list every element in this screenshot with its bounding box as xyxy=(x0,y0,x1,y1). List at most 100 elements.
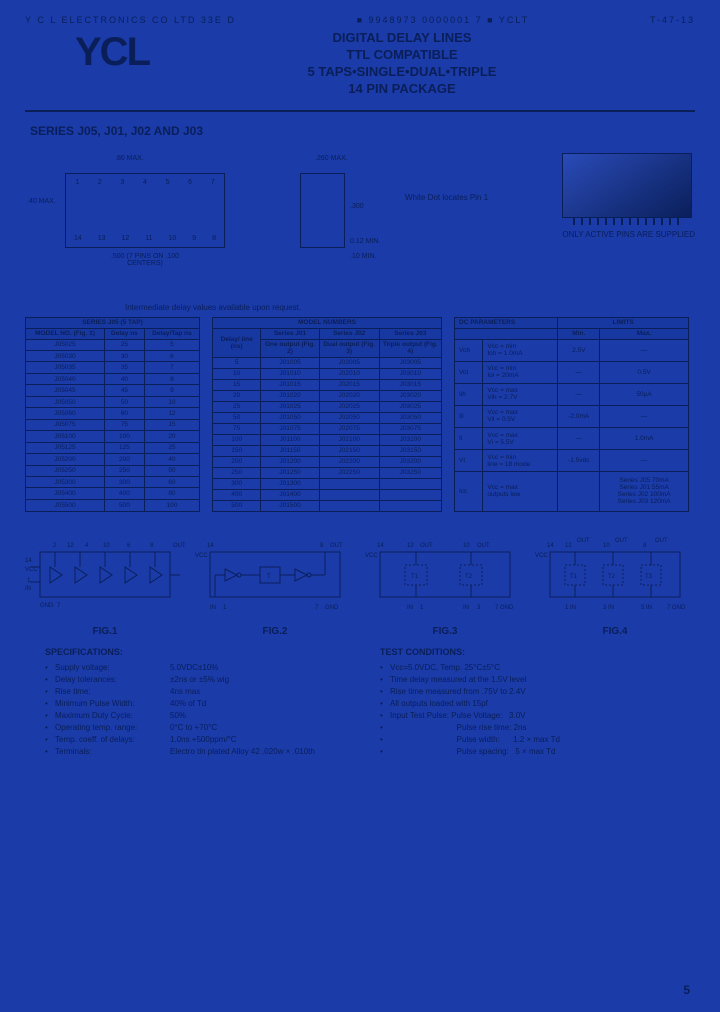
svg-text:IN: IN xyxy=(25,586,31,592)
svg-text:7 GND: 7 GND xyxy=(495,605,514,611)
svg-text:OUT: OUT xyxy=(330,543,343,549)
svg-text:OUT: OUT xyxy=(615,538,628,544)
dim-40-max: .40 MAX. xyxy=(27,198,56,205)
spec-item: Terminals:Electro tin plated Alloy 42 .0… xyxy=(45,746,340,758)
table-row: 100J01100J02100J03100 xyxy=(213,434,442,445)
table-dc-parameters: DC PARAMETERS LIMITS Min. Max. VohVcc = … xyxy=(454,317,689,512)
svg-text:T2: T2 xyxy=(465,574,473,580)
dim-80-max: .80 MAX. xyxy=(115,155,144,162)
ycl-logo: YCL xyxy=(75,30,149,75)
title-line-1: DIGITAL DELAY LINES xyxy=(189,30,615,47)
table-model-numbers: MODEL NUMBERS Delay/ line (ns) Series J0… xyxy=(212,317,442,512)
title-block: DIGITAL DELAY LINES TTL COMPATIBLE 5 TAP… xyxy=(189,30,615,98)
table-row: 75J01075J02075J03075 xyxy=(213,423,442,434)
svg-text:IN: IN xyxy=(463,605,469,611)
svg-text:14: 14 xyxy=(377,543,384,549)
svg-text:12: 12 xyxy=(67,543,74,549)
table-row: 50J01050J02050J03050 xyxy=(213,412,442,423)
svg-text:T1: T1 xyxy=(411,574,419,580)
pins-bot-row: 14 13 12 11 10 9 8 xyxy=(66,235,224,242)
package-notes: White Dot locates Pin 1 xyxy=(405,153,542,202)
table-row: J05025255 xyxy=(26,339,200,350)
svg-text:8: 8 xyxy=(150,543,154,549)
test-item: Rise time measured from .75V to 2.4V xyxy=(380,686,675,698)
svg-text:1: 1 xyxy=(223,605,227,611)
figure-1: 2124 1068 OUT 14VCC 1IN GND7 FIG.1 xyxy=(25,527,185,637)
test-item: Time delay measured at the 1.5V level xyxy=(380,674,675,686)
active-pins-note: ONLY ACTIVE PINS ARE SUPPLIED xyxy=(562,230,695,239)
spec-item: Minimum Pulse Width:40% of Td xyxy=(45,698,340,710)
table-row: J0520020040 xyxy=(26,454,200,465)
svg-text:14: 14 xyxy=(25,558,32,564)
package-top-view: .80 MAX. .40 MAX. 1 2 3 4 5 6 7 14 13 12… xyxy=(25,153,275,283)
table-row: J0512512525 xyxy=(26,442,200,453)
package-drawing-section: .80 MAX. .40 MAX. 1 2 3 4 5 6 7 14 13 12… xyxy=(25,153,695,283)
dim-260: .260 MAX. xyxy=(315,155,348,162)
t1-caption: SERIES J05 (5 TAP) xyxy=(26,317,200,328)
chip-photo-block: ONLY ACTIVE PINS ARE SUPPLIED xyxy=(562,153,695,239)
table-row: IihVcc = max Vih = 2.7V—50µA xyxy=(455,383,689,405)
svg-text:OUT: OUT xyxy=(420,543,433,549)
topbar-mid: ■ 9948973 0000001 7 ■ YCLT xyxy=(357,15,530,25)
pins-top-row: 1 2 3 4 5 6 7 xyxy=(66,179,224,186)
svg-text:10: 10 xyxy=(603,543,610,549)
title-line-2: TTL COMPATIBLE xyxy=(189,47,615,64)
spec-item: Delay tolerances:±2ns or ±5% wig xyxy=(45,674,340,686)
table-row: J050505010 xyxy=(26,396,200,407)
svg-text:1: 1 xyxy=(27,578,31,584)
svg-text:7 GND: 7 GND xyxy=(667,605,686,611)
figure-3: 14VCC 12OUT 10OUT T1T2 IN1 IN3 7 GND FIG… xyxy=(365,527,525,637)
test-item: Input Test Pulse: Pulse Voltage: 3.0V xyxy=(380,710,675,722)
svg-text:10: 10 xyxy=(463,543,470,549)
page-number: 5 xyxy=(683,983,690,997)
spec-item: Supply voltage:5.0VDC±10% xyxy=(45,662,340,674)
title-line-4: 14 PIN PACKAGE xyxy=(189,81,615,98)
table-row: 200J01200J02200J03200 xyxy=(213,456,442,467)
table-row: VohVcc = min Ioh = 1.0mA2.5V— xyxy=(455,339,689,361)
pins-note: .500 (7 PINS ON .100 CENTERS) xyxy=(95,253,195,267)
test-conditions: TEST CONDITIONS: Vcc=5.0VDC, Temp. 25°C±… xyxy=(380,647,675,758)
table-row: J0530030060 xyxy=(26,477,200,488)
table-row: 20J01020J02020J03020 xyxy=(213,390,442,401)
t2-caption: MODEL NUMBERS xyxy=(213,317,442,328)
svg-text:T3: T3 xyxy=(645,574,653,580)
svg-text:OUT: OUT xyxy=(655,538,668,544)
specifications: SPECIFICATIONS: Supply voltage:5.0VDC±10… xyxy=(45,647,340,758)
test-item: Vcc=5.0VDC, Temp. 25°C±5°C xyxy=(380,662,675,674)
svg-text:8: 8 xyxy=(643,543,647,549)
table-row: IlVcc = max Vi = 5.5V—1.0mA xyxy=(455,428,689,450)
table-row: J0525025050 xyxy=(26,465,200,476)
table-row: 500J01500 xyxy=(213,500,442,511)
test-item: Pulse spacing: 5 × max Td xyxy=(380,746,675,758)
divider xyxy=(25,110,695,112)
svg-text:10: 10 xyxy=(103,543,110,549)
table-row: IccVcc = max outputs lowSeries J05 70mA … xyxy=(455,472,689,511)
figure-2: 14VCC 8OUT T IN1 7GND FIG.2 xyxy=(195,527,355,637)
table-row: 150J01150J02150J03150 xyxy=(213,445,442,456)
topbar-right: T-47-13 xyxy=(650,15,695,25)
header: YCL DIGITAL DELAY LINES TTL COMPATIBLE 5… xyxy=(25,30,695,98)
intermediate-note: Intermediate delay values available upon… xyxy=(125,303,695,312)
white-dot-note: White Dot locates Pin 1 xyxy=(405,193,542,202)
fig1-label: FIG.1 xyxy=(25,626,185,637)
table-row: J050606012 xyxy=(26,408,200,419)
table-row: J0540040080 xyxy=(26,488,200,499)
dim-012: 0.12 MIN. xyxy=(350,238,380,245)
specs-title: SPECIFICATIONS: xyxy=(45,647,340,657)
tables-section: SERIES J05 (5 TAP) MODEL NO. (Fig. 1) De… xyxy=(25,317,695,512)
svg-text:7: 7 xyxy=(315,605,319,611)
table-row: 5J01005J02005J03005 xyxy=(213,357,442,368)
svg-text:4: 4 xyxy=(85,543,89,549)
series-heading: SERIES J05, J01, J02 AND J03 xyxy=(30,124,695,138)
dim-300: .300 xyxy=(350,203,364,210)
table-row: 400J01400 xyxy=(213,489,442,500)
svg-text:IN: IN xyxy=(407,605,413,611)
svg-text:OUT: OUT xyxy=(477,543,490,549)
title-line-3: 5 TAPS•SINGLE•DUAL•TRIPLE xyxy=(189,64,615,81)
svg-text:3: 3 xyxy=(477,605,481,611)
table-j05: SERIES J05 (5 TAP) MODEL NO. (Fig. 1) De… xyxy=(25,317,200,512)
svg-text:7: 7 xyxy=(57,603,61,609)
table-row: 15J01015J02015J03015 xyxy=(213,379,442,390)
figure-4: 14VCC 12OUT 10OUT 8OUT T1T2T3 1 IN3 IN5 … xyxy=(535,527,695,637)
table-row: IilVcc = max Vil = 0.5V-2.0mA— xyxy=(455,405,689,427)
